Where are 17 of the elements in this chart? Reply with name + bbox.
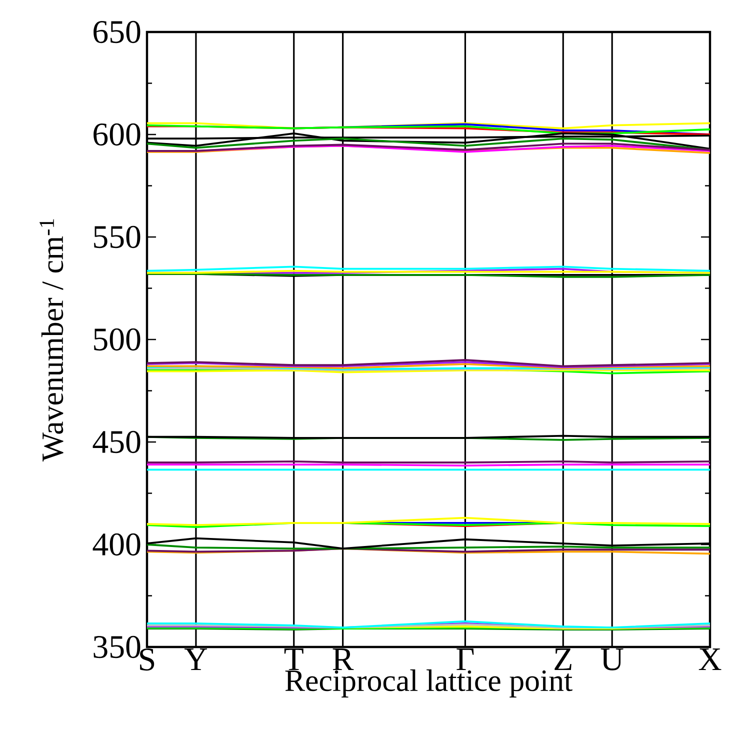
y-tick-label: 600 [94,123,140,146]
x-tick-label: Γ [456,648,474,670]
y-tick-label: 650 [94,20,140,44]
y-tick-label: 400 [92,533,140,556]
x-axis-title: Reciprocal lattice point [285,669,572,698]
x-tick-label: Y [184,648,207,670]
y-tick-label: 450 [92,430,140,454]
y-tick-label: 550 [94,226,140,248]
x-tick-label: S [140,648,154,671]
x-tick-label: X [698,648,722,670]
y-axis-title: Wavenumber / cm$^{-1}$ [40,219,64,462]
x-tick-label: U [600,648,624,670]
x-tick-label: T [284,648,304,670]
x-tick-label: Z [554,648,572,670]
y-tick-label: 350 [94,636,140,658]
x-tick-label: R [332,648,354,670]
y-tick-label: 500 [94,328,140,351]
